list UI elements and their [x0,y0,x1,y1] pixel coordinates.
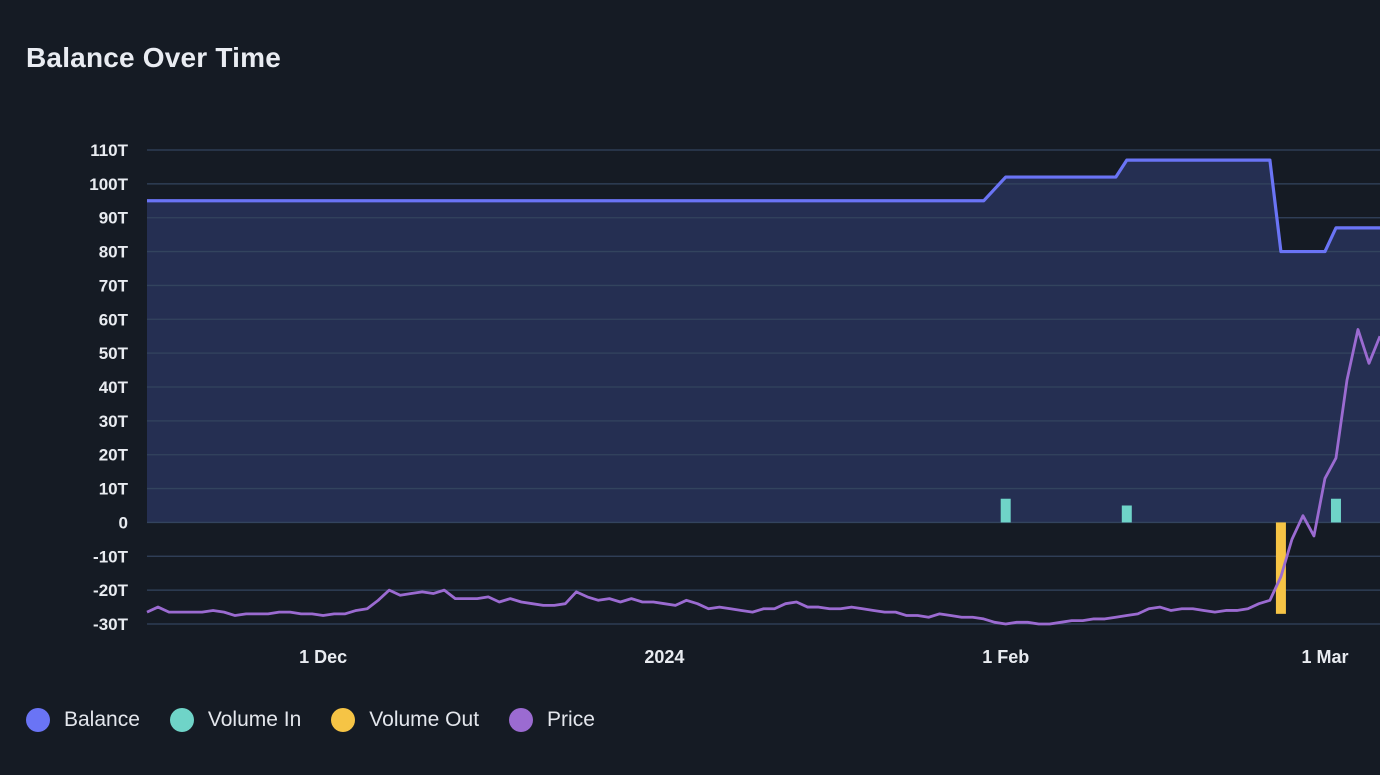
x-tick-label: 1 Feb [982,647,1029,667]
y-tick-label: 0 [119,513,128,532]
chart-title: Balance Over Time [26,42,282,73]
legend-item-volume-out[interactable]: Volume Out [331,708,479,732]
legend-item-price[interactable]: Price [509,708,595,732]
y-tick-label: 20T [99,446,129,465]
legend-label: Price [547,708,595,731]
y-tick-label: -10T [93,547,129,566]
price-legend-dot-icon [509,708,534,732]
legend-label: Volume In [207,708,302,731]
x-tick-label: 2024 [644,647,684,667]
volume-in-legend-dot-icon [169,708,194,732]
y-tick-label: 10T [99,480,129,499]
y-tick-label: -30T [93,615,129,634]
legend-label: Balance [64,708,140,731]
balance-line [147,158,1380,254]
y-tick-label: 60T [99,310,129,329]
y-tick-label: 110T [90,141,128,160]
balance-chart: 110T 100T 90T 80T 70T 60T 50T 40T 30T 20T 10T 0 -10T… [89,141,1380,667]
y-tick-label: 70T [99,276,129,295]
x-tick-label: 1 Dec [299,647,347,667]
legend-label: Volume Out [369,708,480,731]
y-tick-label: 50T [99,344,129,363]
y-tick-label: -20T [93,581,129,600]
y-tick-label: 80T [99,243,129,262]
chart-legend: Balance Volume In Volume Out Price [26,708,595,732]
x-tick-label: 1 Mar [1301,647,1348,667]
volume-in-bar [1000,498,1011,523]
y-tick-label: 90T [99,209,129,228]
y-tick-label: 100T [89,175,128,194]
volume-out-bar [1275,522,1286,614]
price-line [146,328,1380,626]
legend-item-volume-in[interactable]: Volume In [169,708,302,732]
legend-item-balance[interactable]: Balance [26,708,140,732]
y-tick-label: 30T [99,412,129,431]
balance-legend-dot-icon [26,708,50,732]
y-tick-label: 40T [99,378,129,397]
volume-in-bar [1330,498,1341,523]
volume-in-bar [1121,505,1132,523]
balance-area [147,160,1380,523]
volume-out-legend-dot-icon [331,708,356,732]
